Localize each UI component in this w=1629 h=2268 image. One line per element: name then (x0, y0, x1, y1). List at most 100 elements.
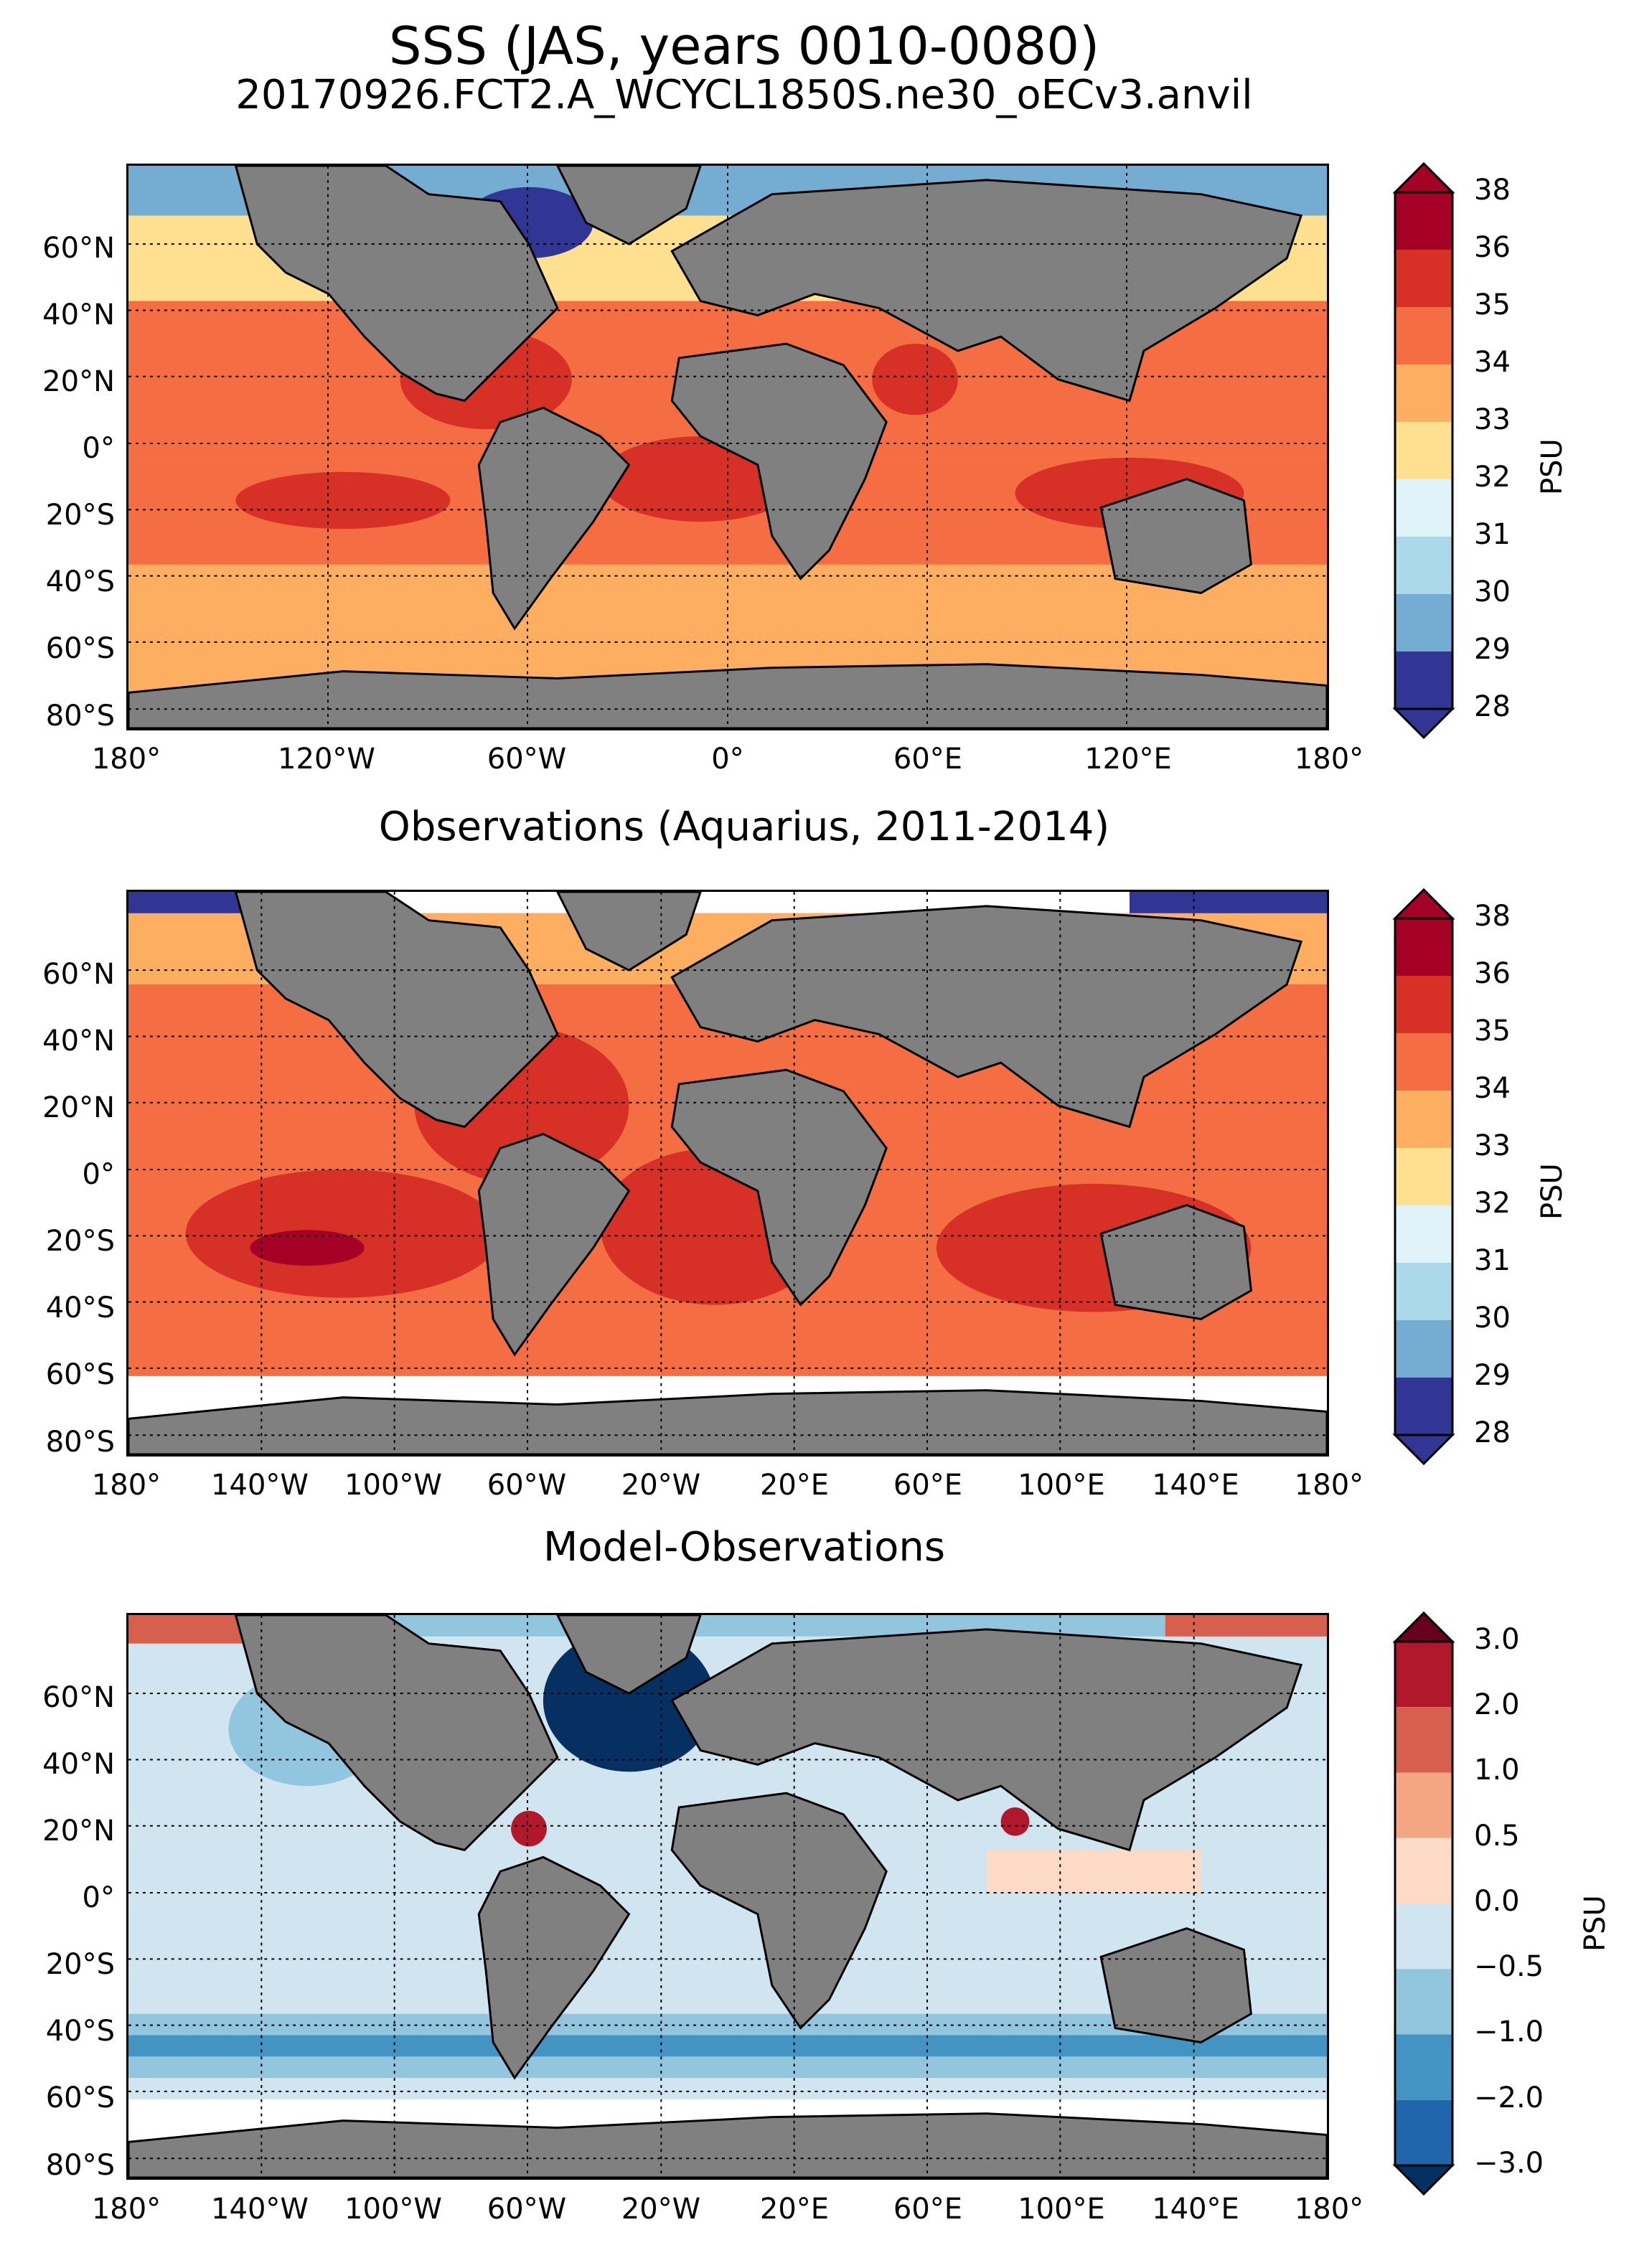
north-america-land (234, 892, 559, 1129)
north-america-land (234, 1615, 559, 1852)
africa-land (670, 1792, 888, 2030)
diff-xtick-140e: 140°E (1152, 2193, 1239, 2226)
model-cb-tick-33: 33 (1474, 403, 1511, 436)
diff-cb-tick-neg-1: −1.0 (1474, 2015, 1544, 2048)
eurasia-land (670, 1628, 1303, 1852)
graticule (128, 892, 1327, 1454)
model-ytick-60s: 60°S (45, 632, 115, 665)
obs-cb-unit: PSU (1536, 1163, 1569, 1220)
obs-ytick-0: 0° (82, 1158, 115, 1191)
greenland-land (556, 1615, 702, 1695)
antarctica-land (128, 663, 1327, 728)
obs-cb-tick-34: 34 (1474, 1072, 1511, 1105)
diff-cb-tick-2: 2.0 (1474, 1688, 1520, 1721)
model-ytick-60n: 60°N (42, 232, 115, 265)
diff-cb-tick-1: 1.0 (1474, 1754, 1520, 1787)
diff-xtick-140w: 140°W (211, 2193, 309, 2226)
diff-ytick-80s: 80°S (45, 2149, 115, 2182)
model-ytick-20s: 20°S (45, 499, 115, 532)
australia-land (1099, 1204, 1252, 1320)
obs-cb-tick-28: 28 (1474, 1416, 1511, 1449)
diff-ytick-20n: 20°N (42, 1815, 115, 1848)
graticule (128, 166, 1327, 728)
model-xtick-120e: 120°E (1084, 743, 1172, 776)
diff-ytick-0: 0° (82, 1881, 115, 1914)
australia-land (1099, 1927, 1252, 2043)
diff-cb-tick-neg-2: −2.0 (1474, 2081, 1544, 2114)
obs-ytick-20n: 20°N (42, 1091, 115, 1124)
model-colorbar (1392, 161, 1455, 740)
obs-xtick-180w: 180° (91, 1469, 161, 1502)
diff-xtick-100w: 100°W (344, 2193, 442, 2226)
obs-xtick-140w: 140°W (211, 1469, 309, 1502)
difference-sss-map (126, 1613, 1329, 2180)
observations-panel-title: Observations (Aquarius, 2011-2014) (378, 804, 1110, 850)
obs-xtick-20e: 20°E (759, 1469, 830, 1502)
model-map-svg (128, 166, 1327, 728)
obs-xtick-60e: 60°E (893, 1469, 963, 1502)
diff-ytick-40s: 40°S (45, 2015, 115, 2048)
west-pacific-positive (986, 1850, 1201, 1893)
diff-cb-tick-neg-3: −3.0 (1474, 2147, 1544, 2180)
graticule (128, 1615, 1327, 2178)
diff-map-svg (128, 1615, 1327, 2178)
diff-xtick-20w: 20°W (621, 2193, 701, 2226)
model-xtick-180e: 180° (1294, 743, 1364, 776)
model-cb-unit: PSU (1536, 438, 1569, 495)
diff-colorbar (1392, 1611, 1455, 2196)
obs-cb-tick-30: 30 (1474, 1302, 1511, 1335)
eurasia-land (670, 905, 1303, 1129)
diff-xtick-20e: 20°E (759, 2193, 830, 2226)
southern-ocean-strong-negative (128, 2035, 1327, 2057)
diff-cb-tick-0-5: 0.5 (1474, 1820, 1520, 1853)
diff-cb-tick-neg-0-5: −0.5 (1474, 1950, 1544, 1983)
diff-ytick-40n: 40°N (42, 1748, 115, 1781)
model-cb-tick-34: 34 (1474, 346, 1511, 379)
bay-of-bengal-positive (1000, 1807, 1030, 1836)
model-cb-tick-28: 28 (1474, 690, 1511, 723)
obs-xtick-140e: 140°E (1152, 1469, 1239, 1502)
obs-ytick-40n: 40°N (42, 1025, 115, 1058)
model-ytick-80s: 80°S (45, 700, 115, 733)
australia-land (1099, 478, 1252, 594)
obs-xtick-100e: 100°E (1018, 1469, 1105, 1502)
south-pacific-salty (185, 1170, 501, 1298)
diff-cb-tick-3: 3.0 (1474, 1623, 1520, 1656)
obs-ytick-20s: 20°S (45, 1225, 115, 1258)
diff-xtick-60w: 60°W (487, 2193, 567, 2226)
figure-subtitle: 20170926.FCT2.A_WCYCL1850S.ne30_oECv3.an… (235, 72, 1253, 118)
obs-xtick-180e: 180° (1294, 1469, 1364, 1502)
obs-cb-tick-32: 32 (1474, 1187, 1511, 1220)
south-pacific-max (250, 1230, 365, 1266)
obs-xtick-100w: 100°W (344, 1469, 442, 1502)
model-cb-tick-35: 35 (1474, 288, 1511, 321)
model-ytick-0: 0° (82, 432, 115, 465)
diff-xtick-180e: 180° (1294, 2193, 1364, 2226)
antarctica-land (128, 1389, 1327, 1454)
diff-cb-unit: PSU (1579, 1895, 1612, 1952)
model-cb-tick-29: 29 (1474, 633, 1511, 666)
obs-ytick-60s: 60°S (45, 1358, 115, 1391)
model-ytick-40n: 40°N (42, 298, 115, 331)
south-america-land (477, 1132, 631, 1357)
model-cb-tick-31: 31 (1474, 518, 1511, 551)
diff-xtick-180w: 180° (91, 2193, 161, 2226)
diff-ytick-60s: 60°S (45, 2081, 115, 2114)
model-cb-tick-38: 38 (1474, 174, 1511, 207)
model-ytick-20n: 20°N (42, 365, 115, 398)
obs-xtick-20w: 20°W (621, 1469, 701, 1502)
south-pacific-salty (235, 471, 451, 530)
obs-colorbar-svg (1392, 888, 1455, 1466)
difference-panel-title: Model-Observations (543, 1524, 946, 1571)
model-xtick-60w: 60°W (487, 743, 567, 776)
obs-ytick-60n: 60°N (42, 958, 115, 991)
obs-cb-tick-29: 29 (1474, 1359, 1511, 1392)
diff-ytick-20s: 20°S (45, 1948, 115, 1981)
diff-ytick-60n: 60°N (42, 1681, 115, 1714)
obs-cb-tick-36: 36 (1474, 957, 1511, 990)
south-america-land (477, 1855, 631, 2080)
model-ytick-40s: 40°S (45, 565, 115, 598)
diff-colorbar-svg (1392, 1611, 1455, 2196)
north-america-land (234, 166, 559, 403)
africa-land (670, 342, 888, 580)
